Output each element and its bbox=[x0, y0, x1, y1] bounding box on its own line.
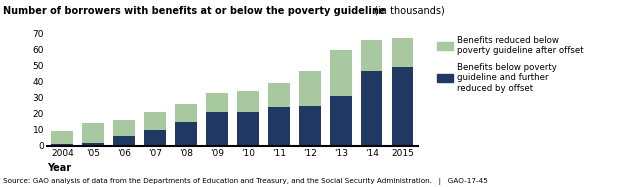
Bar bbox=[268, 83, 290, 107]
Text: Source: GAO analysis of data from the Departments of Education and Treasury, and: Source: GAO analysis of data from the De… bbox=[3, 178, 488, 185]
Bar bbox=[51, 131, 73, 144]
Text: Year: Year bbox=[47, 163, 71, 173]
Bar bbox=[330, 50, 351, 96]
Legend: Benefits reduced below
poverty guideline after offset, Benefits below poverty
gu: Benefits reduced below poverty guideline… bbox=[437, 36, 583, 93]
Text: (in thousands): (in thousands) bbox=[371, 6, 445, 16]
Bar bbox=[51, 144, 73, 146]
Bar bbox=[82, 143, 104, 146]
Text: Number of borrowers with benefits at or below the poverty guideline: Number of borrowers with benefits at or … bbox=[3, 6, 386, 16]
Bar bbox=[144, 112, 166, 130]
Bar bbox=[392, 39, 414, 67]
Bar bbox=[330, 96, 351, 146]
Bar bbox=[268, 107, 290, 146]
Bar bbox=[82, 123, 104, 143]
Bar bbox=[361, 40, 383, 70]
Bar bbox=[392, 67, 414, 146]
Bar bbox=[237, 112, 259, 146]
Bar bbox=[206, 112, 228, 146]
Bar bbox=[114, 136, 135, 146]
Bar bbox=[175, 104, 197, 122]
Bar bbox=[361, 70, 383, 146]
Bar bbox=[299, 106, 321, 146]
Bar bbox=[299, 70, 321, 106]
Bar bbox=[114, 120, 135, 136]
Bar bbox=[175, 122, 197, 146]
Bar bbox=[206, 93, 228, 112]
Bar bbox=[237, 91, 259, 112]
Bar bbox=[144, 130, 166, 146]
